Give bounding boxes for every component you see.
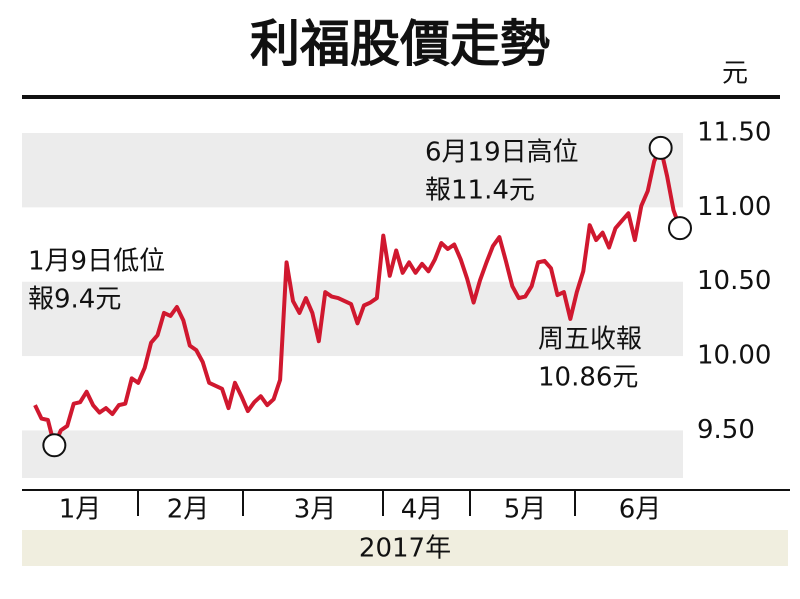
- annotation: 報9.4元: [28, 285, 121, 315]
- x-tick-label: 6月: [619, 495, 662, 525]
- marker: [668, 216, 692, 241]
- annotation: 周五收報: [538, 325, 642, 355]
- price-line: [33, 145, 682, 448]
- y-tick-label: 9.50: [697, 415, 755, 445]
- band: [22, 281, 683, 357]
- marker: [42, 433, 67, 458]
- marker: [648, 135, 673, 160]
- y-tick-label: 10.00: [697, 341, 771, 371]
- annotation: 10.86元: [538, 363, 638, 393]
- chart-title: 利福股價走勢: [250, 14, 550, 73]
- annotation: 6月19日高位: [425, 138, 579, 168]
- title-rule: [22, 95, 780, 99]
- x-tick-label: 5月: [504, 495, 547, 525]
- x-axis-label: 2017年: [359, 534, 451, 564]
- y-tick-label: 11.00: [697, 192, 771, 222]
- x-tick-label: 3月: [294, 495, 337, 525]
- year-band: [22, 530, 788, 566]
- band: [22, 133, 683, 208]
- unit-label: 元: [722, 59, 748, 89]
- annotation: 報11.4元: [425, 176, 535, 206]
- annotation: 1月9日低位: [28, 247, 165, 277]
- x-tick-label: 2月: [167, 495, 210, 525]
- x-tick-label: 1月: [59, 495, 102, 525]
- bands: [22, 133, 683, 478]
- band: [22, 430, 683, 478]
- y-tick-label: 11.50: [697, 118, 771, 148]
- x-tick-label: 4月: [401, 495, 444, 525]
- y-tick-label: 10.50: [697, 266, 771, 296]
